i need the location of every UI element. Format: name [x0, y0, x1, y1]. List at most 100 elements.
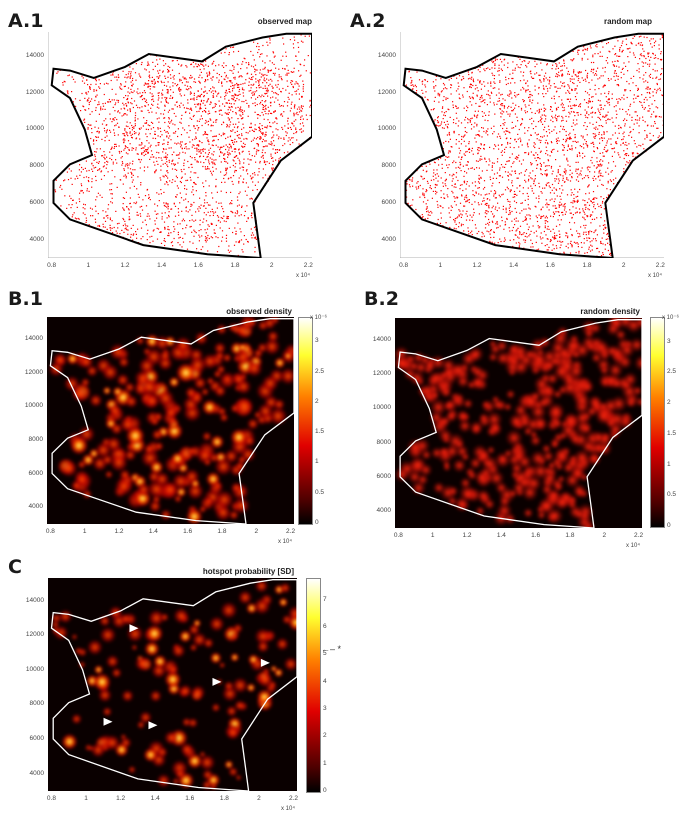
- hotspot-arrowhead-icon: [148, 721, 158, 730]
- panel-label-a2: A.2: [350, 10, 386, 32]
- panel-label-c: C: [8, 556, 22, 578]
- y-tick-label: 8000: [29, 700, 44, 708]
- y-tick-label: 14000: [25, 596, 44, 604]
- y-tick-label: 6000: [381, 198, 396, 206]
- x-tick-label: 1.2: [462, 532, 472, 539]
- x-tick-label: 1.2: [120, 262, 130, 269]
- plot-observed-density: [47, 317, 294, 524]
- x-tick-label: 1.6: [185, 795, 195, 802]
- y-tick-label: 6000: [376, 472, 391, 480]
- x-tick-label: 1.4: [157, 262, 167, 269]
- y-tick-label: 10000: [24, 402, 43, 410]
- colorbar-tick-label: 0: [323, 787, 327, 794]
- panel-label-b1: B.1: [8, 288, 43, 310]
- x-tick-label: 1.4: [496, 532, 506, 539]
- hotspot-arrowhead-icon: [103, 717, 113, 726]
- panel-label-b2: B.2: [364, 288, 399, 310]
- colorbar-tick-label: 0: [315, 519, 319, 526]
- y-tick-label: 12000: [372, 370, 391, 378]
- y-tick-label: 4000: [29, 769, 44, 777]
- colorbar-tick-label: 0: [667, 522, 671, 529]
- y-tick-label: 8000: [381, 162, 396, 170]
- x-tick-label: 1: [84, 795, 88, 802]
- x-axis-exponent: x 10⁴: [278, 539, 292, 545]
- x-tick-label: 1.4: [150, 795, 160, 802]
- x-tick-label: 1.8: [565, 532, 575, 539]
- plot-observed-map: [48, 32, 312, 258]
- x-tick-label: 1.8: [217, 528, 227, 535]
- y-tick-label: 12000: [24, 368, 43, 376]
- panel-title-c: hotspot probability [SD]: [202, 567, 294, 576]
- colorbar-exponent: x 10⁻⁶: [310, 315, 327, 321]
- hotspot-arrowhead-icon: [212, 677, 222, 686]
- y-tick-label: 6000: [29, 735, 44, 743]
- y-tick-label: 14000: [24, 334, 43, 342]
- x-tick-label: 1.4: [509, 262, 519, 269]
- colorbar-tick-label: 2.5: [315, 367, 325, 375]
- y-tick-label: 12000: [377, 88, 396, 96]
- x-tick-label: 1.6: [183, 528, 193, 535]
- panel-title-b1: observed density: [226, 307, 292, 316]
- colorbar-tick-label: 2.5: [667, 368, 677, 376]
- x-tick-label: 0.8: [46, 795, 56, 802]
- x-tick-label: 2: [254, 528, 259, 535]
- colorbar-exponent: x 10⁻⁶: [662, 315, 679, 321]
- colorbar-tick-label: 0.5: [315, 488, 325, 496]
- y-tick-label: 6000: [28, 469, 43, 477]
- x-tick-label: 2: [602, 532, 607, 539]
- colorbar-tick-label: 1: [315, 458, 319, 466]
- colorbar-tick-label: 1.5: [315, 428, 325, 436]
- colorbar-tick-label: 6: [323, 623, 327, 631]
- x-tick-label: 2: [269, 262, 274, 269]
- plot-random-map: [400, 32, 664, 258]
- x-tick-label: 1.6: [545, 262, 555, 269]
- x-axis-exponent: x 10⁴: [648, 273, 662, 279]
- x-tick-label: 1.2: [116, 795, 126, 802]
- x-tick-label: 1.8: [230, 262, 240, 269]
- x-tick-label: 1: [82, 528, 87, 535]
- colorbar-tick-label: 1: [323, 759, 327, 767]
- colorbar-hotspot: [306, 578, 321, 793]
- y-tick-label: 10000: [25, 665, 44, 673]
- x-tick-label: 2: [257, 795, 261, 802]
- x-tick-label: 1.8: [219, 795, 229, 802]
- y-tick-label: 6000: [29, 198, 44, 206]
- plot-random-density: [395, 318, 642, 528]
- x-tick-label: 1.6: [193, 262, 203, 269]
- y-tick-label: 4000: [28, 503, 43, 511]
- x-tick-label: 2.2: [634, 532, 644, 539]
- panel-title-a2: random map: [603, 17, 652, 26]
- colorbar-observed-density: [298, 317, 313, 525]
- colorbar-tick-label: 7: [323, 595, 327, 603]
- y-tick-label: 12000: [25, 631, 44, 639]
- x-axis-exponent: x 10⁴: [296, 273, 310, 279]
- colorbar-tick-label: 5: [323, 650, 327, 658]
- x-tick-label: 0.8: [399, 262, 409, 269]
- hotspot-arrowhead-icon: [129, 624, 139, 633]
- colorbar-tick-label: 3: [315, 337, 319, 345]
- y-tick-label: 14000: [372, 336, 391, 344]
- x-tick-label: 1: [86, 262, 91, 269]
- y-tick-label: 8000: [29, 162, 44, 170]
- colorbar-tick-label: 2: [667, 399, 671, 407]
- x-axis-exponent: x 10⁴: [626, 543, 640, 549]
- x-tick-label: 2.2: [655, 262, 665, 269]
- x-tick-label: 1.4: [148, 528, 158, 535]
- x-tick-label: 1.6: [531, 532, 541, 539]
- colorbar-tick-label: 3: [667, 337, 671, 345]
- x-tick-label: 0.8: [393, 532, 403, 539]
- x-tick-label: 2: [621, 262, 626, 269]
- x-tick-label: 1.8: [582, 262, 592, 269]
- y-tick-label: 4000: [29, 235, 44, 243]
- x-tick-label: 0.8: [47, 262, 57, 269]
- panel-title-b2: random density: [580, 307, 640, 316]
- y-tick-label: 8000: [376, 438, 391, 446]
- x-tick-label: 1.2: [472, 262, 482, 269]
- colorbar-tick-label: 1: [667, 460, 671, 468]
- panel-title-a1: observed map: [257, 17, 312, 26]
- panel-label-a1: A.1: [8, 10, 44, 32]
- x-tick-label: 1.2: [114, 528, 124, 535]
- colorbar-tick-label: 0.5: [667, 491, 677, 499]
- y-tick-label: 10000: [377, 125, 396, 133]
- y-tick-label: 4000: [381, 235, 396, 243]
